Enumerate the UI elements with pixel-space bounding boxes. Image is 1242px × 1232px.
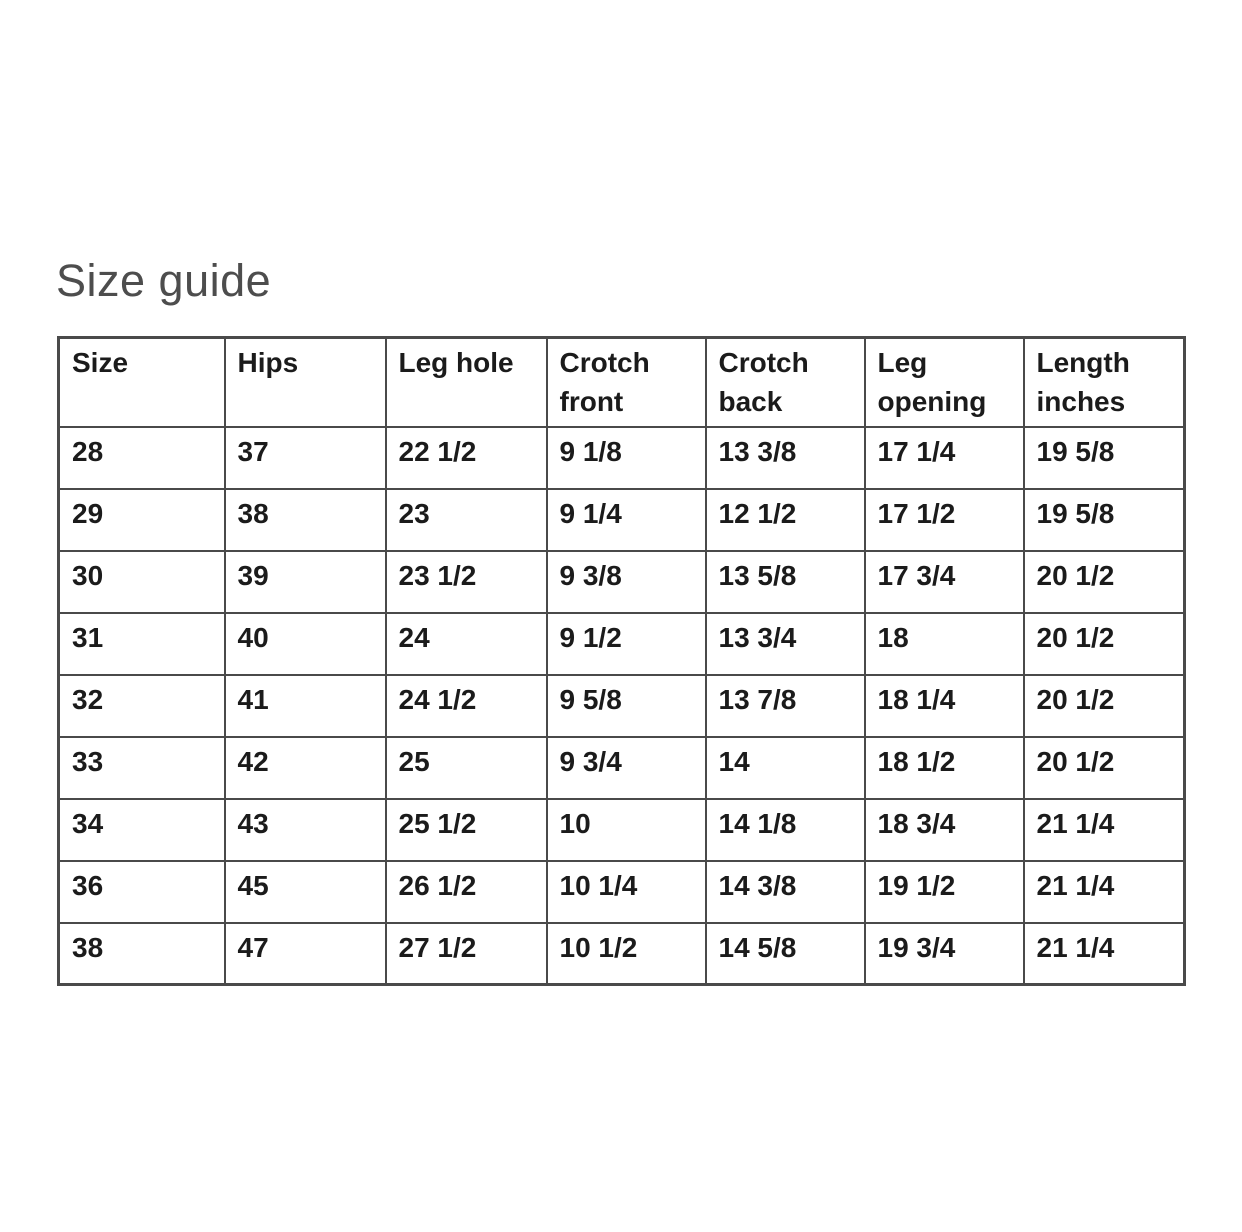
table-cell: 9 3/4 xyxy=(545,735,707,800)
table-cell: 21 1/4 xyxy=(1022,859,1186,924)
table-cell: 19 1/2 xyxy=(863,859,1025,924)
table-cell: 38 xyxy=(223,487,387,552)
table-cell: 32 xyxy=(57,673,226,738)
table-cell: 21 1/4 xyxy=(1022,921,1186,986)
table-cell: 36 xyxy=(57,859,226,924)
column-header: Hips xyxy=(223,336,387,428)
header-row: Size Hips Leg hole Crotch front Crotch back L… xyxy=(57,336,1186,428)
table-cell: 37 xyxy=(223,425,387,490)
table-cell: 23 xyxy=(384,487,548,552)
table-cell: 14 xyxy=(704,735,866,800)
table-cell: 19 3/4 xyxy=(863,921,1025,986)
table-cell: 20 1/2 xyxy=(1022,673,1186,738)
table-row: 34 43 25 1/2 10 14 1/8 18 3/4 21 1/4 xyxy=(57,797,1186,862)
table-cell: 41 xyxy=(223,673,387,738)
table-row: 30 39 23 1/2 9 3/8 13 5/8 17 3/4 20 1/2 xyxy=(57,549,1186,614)
table-cell: 10 1/4 xyxy=(545,859,707,924)
table-cell: 13 3/4 xyxy=(704,611,866,676)
table-cell: 18 xyxy=(863,611,1025,676)
table-cell: 20 1/2 xyxy=(1022,611,1186,676)
table-cell: 18 1/2 xyxy=(863,735,1025,800)
table-cell: 24 xyxy=(384,611,548,676)
table-cell: 9 1/4 xyxy=(545,487,707,552)
table-row: 31 40 24 9 1/2 13 3/4 18 20 1/2 xyxy=(57,611,1186,676)
table-cell: 34 xyxy=(57,797,226,862)
table-cell: 43 xyxy=(223,797,387,862)
table-cell: 9 5/8 xyxy=(545,673,707,738)
table-cell: 19 5/8 xyxy=(1022,487,1186,552)
table-cell: 22 1/2 xyxy=(384,425,548,490)
table-cell: 9 1/2 xyxy=(545,611,707,676)
page-title: Size guide xyxy=(56,255,272,306)
table-cell: 38 xyxy=(57,921,226,986)
table-cell: 12 1/2 xyxy=(704,487,866,552)
column-header: Leg hole xyxy=(384,336,548,428)
table-row: 32 41 24 1/2 9 5/8 13 7/8 18 1/4 20 1/2 xyxy=(57,673,1186,738)
table-cell: 10 xyxy=(545,797,707,862)
table-row: 28 37 22 1/2 9 1/8 13 3/8 17 1/4 19 5/8 xyxy=(57,425,1186,490)
table-row: 38 47 27 1/2 10 1/2 14 5/8 19 3/4 21 1/4 xyxy=(57,921,1186,986)
table-cell: 45 xyxy=(223,859,387,924)
table-cell: 18 3/4 xyxy=(863,797,1025,862)
column-header: Size xyxy=(57,336,226,428)
table-cell: 17 1/4 xyxy=(863,425,1025,490)
table-cell: 10 1/2 xyxy=(545,921,707,986)
table-cell: 9 1/8 xyxy=(545,425,707,490)
table-cell: 9 3/8 xyxy=(545,549,707,614)
table-cell: 14 3/8 xyxy=(704,859,866,924)
table-cell: 29 xyxy=(57,487,226,552)
table-cell: 26 1/2 xyxy=(384,859,548,924)
table-cell: 18 1/4 xyxy=(863,673,1025,738)
table-cell: 21 1/4 xyxy=(1022,797,1186,862)
table-cell: 20 1/2 xyxy=(1022,549,1186,614)
table-cell: 47 xyxy=(223,921,387,986)
table-cell: 14 5/8 xyxy=(704,921,866,986)
size-guide-table: Size Hips Leg hole Crotch front Crotch back L… xyxy=(57,336,1186,986)
table-row: 33 42 25 9 3/4 14 18 1/2 20 1/2 xyxy=(57,735,1186,800)
table-cell: 33 xyxy=(57,735,226,800)
table-cell: 17 1/2 xyxy=(863,487,1025,552)
table-cell: 25 xyxy=(384,735,548,800)
table-cell: 40 xyxy=(223,611,387,676)
column-header: Crotch back xyxy=(704,336,866,428)
column-header: Leg opening xyxy=(863,336,1025,428)
table-cell: 13 3/8 xyxy=(704,425,866,490)
table-cell: 17 3/4 xyxy=(863,549,1025,614)
table-cell: 13 7/8 xyxy=(704,673,866,738)
table-cell: 28 xyxy=(57,425,226,490)
table-cell: 25 1/2 xyxy=(384,797,548,862)
column-header: Crotch front xyxy=(545,336,707,428)
table-cell: 20 1/2 xyxy=(1022,735,1186,800)
table-cell: 39 xyxy=(223,549,387,614)
column-header: Length inches xyxy=(1022,336,1186,428)
table-row: 36 45 26 1/2 10 1/4 14 3/8 19 1/2 21 1/4 xyxy=(57,859,1186,924)
table-cell: 23 1/2 xyxy=(384,549,548,614)
table-cell: 31 xyxy=(57,611,226,676)
table-cell: 30 xyxy=(57,549,226,614)
table-cell: 14 1/8 xyxy=(704,797,866,862)
table-cell: 27 1/2 xyxy=(384,921,548,986)
table-row: 29 38 23 9 1/4 12 1/2 17 1/2 19 5/8 xyxy=(57,487,1186,552)
table-cell: 13 5/8 xyxy=(704,549,866,614)
table-cell: 19 5/8 xyxy=(1022,425,1186,490)
table-cell: 24 1/2 xyxy=(384,673,548,738)
table-cell: 42 xyxy=(223,735,387,800)
